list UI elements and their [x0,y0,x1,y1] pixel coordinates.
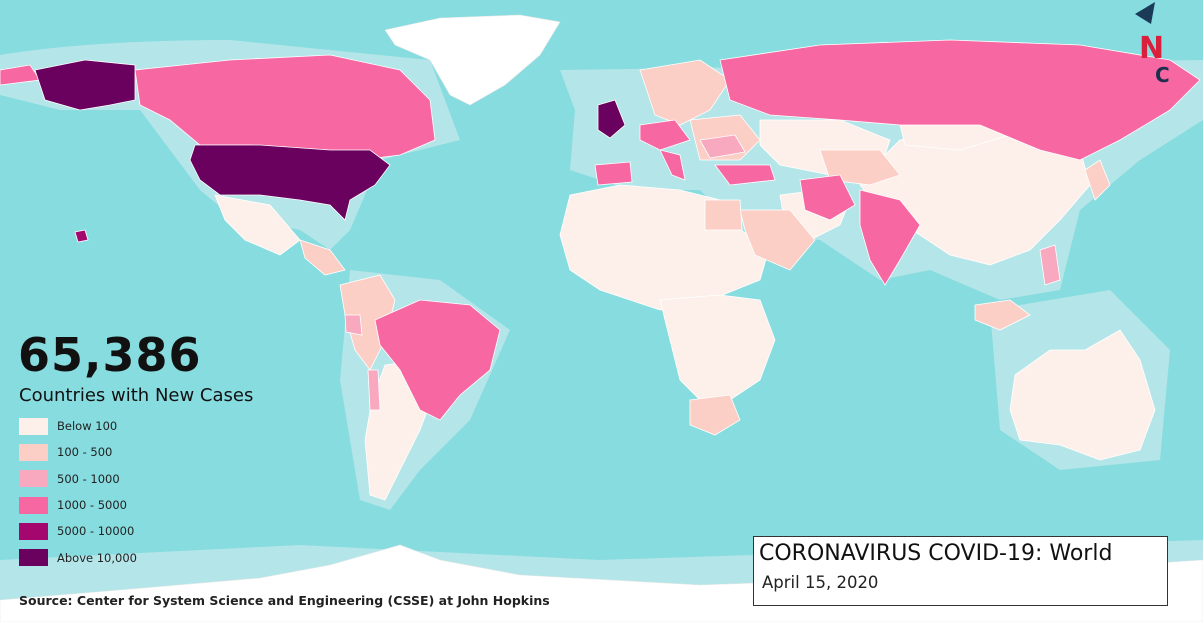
spain [594,161,633,186]
legend-item: 100 - 500 [19,439,137,465]
legend-item: Above 10,000 [19,544,137,570]
south-africa [689,394,741,436]
philippines [1039,244,1061,286]
turkey [714,164,776,186]
legend-label: Above 10,000 [57,550,137,565]
mexico [214,194,301,256]
legend-item: 1000 - 5000 [19,492,137,518]
map-title: CORONAVIRUS COVID-19: World [759,541,1113,566]
legend-swatch [19,549,48,567]
saudi-arabia [739,209,816,271]
source-credit: Source: Center for System Science and En… [19,593,550,608]
legend-item: Below 100 [19,413,137,439]
legend-label: 1000 - 5000 [57,498,127,513]
hawaii [74,229,89,243]
countries-below-100 [214,119,1156,501]
central-america [299,239,346,276]
legend-label: Below 100 [57,419,118,434]
germany-central-europe [639,119,691,151]
central-africa [659,294,776,401]
logo-letter-n: N [1139,31,1164,66]
legend-swatch [19,496,48,514]
map-date: April 15, 2020 [762,573,879,592]
legend-item: 5000 - 10000 [19,518,137,544]
chile-north [367,369,381,411]
legend-item: 500 - 1000 [19,466,137,492]
legend-label: 5000 - 10000 [57,524,135,539]
united-states [189,144,391,221]
legend-title: Countries with New Cases [19,385,254,406]
india [859,189,921,286]
indonesia [974,299,1031,331]
countries-1000-5000 [0,39,1201,421]
legend-label: 100 - 500 [57,445,113,460]
ecuador [344,314,363,336]
greenland [384,14,561,106]
ukraine [699,134,746,159]
australia [1009,329,1156,461]
nc-logo: N C [1135,2,1170,86]
united-kingdom [597,99,626,139]
logo-mark-icon [1135,2,1155,24]
countries-above-10000 [34,59,626,221]
iran [799,174,856,221]
legend-swatch [19,417,48,435]
legend-swatch [19,470,48,488]
new-cases-count: 65,386 [18,328,202,382]
countries-5000-10000 [74,229,89,243]
scandinavia [639,59,731,126]
russia [719,39,1201,161]
egypt [704,199,743,231]
legend-swatch [19,522,48,540]
countries-500-1000 [344,134,1061,411]
logo-letter-c: C [1155,63,1170,86]
legend: Below 100 100 - 500 500 - 1000 1000 - 50… [19,413,137,571]
brazil [374,299,501,421]
alaska [34,59,136,111]
title-box: CORONAVIRUS COVID-19: World April 15, 20… [753,536,1168,606]
japan [1084,159,1111,201]
legend-label: 500 - 1000 [57,471,120,486]
italy [659,149,686,181]
legend-swatch [19,443,48,461]
